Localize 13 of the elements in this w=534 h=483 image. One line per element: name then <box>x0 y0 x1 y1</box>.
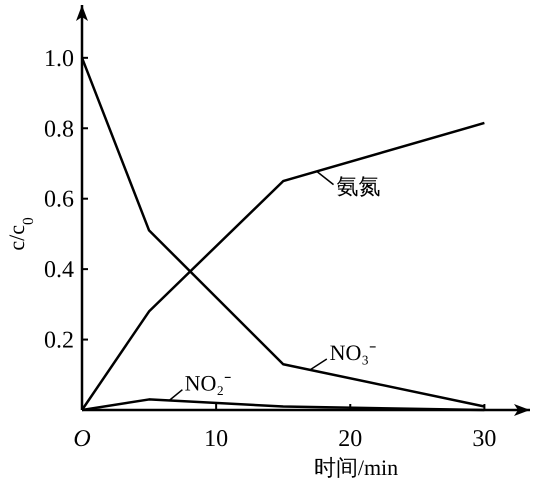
x-tick-label: 20 <box>338 426 362 452</box>
y-tick-label: 1.0 <box>44 46 74 72</box>
legend-label: NO₂⁻ <box>184 370 232 396</box>
legend-label: 氨氮 <box>336 173 380 198</box>
x-axis-title: 时间/min <box>314 455 398 480</box>
y-tick-label: 0.2 <box>44 328 74 354</box>
legend-label: NO₃⁻ <box>330 340 376 365</box>
x-tick-label: 30 <box>472 426 496 452</box>
x-tick-label: 10 <box>204 426 228 452</box>
y-tick-label: 0.6 <box>44 186 74 213</box>
x-tick-label: O <box>73 426 91 452</box>
y-tick-label: 0.4 <box>44 257 74 284</box>
y-tick-label: 0.8 <box>44 116 74 142</box>
